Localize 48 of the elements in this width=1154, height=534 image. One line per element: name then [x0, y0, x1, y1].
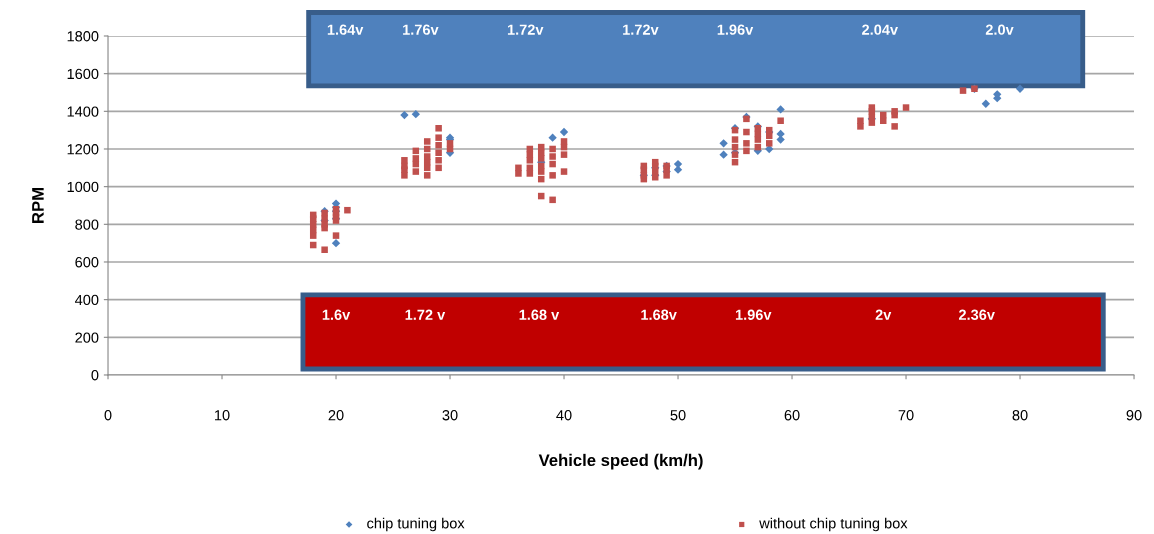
text: 1.96v: [717, 24, 754, 35]
x-tick-label: 30: [442, 410, 458, 421]
annotation: 1.72 v: [405, 309, 446, 320]
x-tick-label: 90: [1126, 410, 1142, 421]
y-tick-label: 1800: [67, 31, 99, 42]
x-tick-label: 60: [784, 410, 800, 421]
point: [548, 133, 557, 142]
point: [776, 105, 785, 114]
text: 2.0v: [985, 24, 1014, 35]
y-tick-label: 1200: [67, 144, 99, 155]
point: [1015, 84, 1025, 93]
y-axis-title: RPM: [32, 188, 44, 223]
annotation: 1.96v: [735, 309, 772, 320]
legend-label: without chip tuning box: [759, 517, 908, 532]
y-tick-label: 600: [75, 257, 99, 268]
x-tick-label: 0: [104, 410, 112, 421]
y-tick-label: 800: [75, 219, 99, 230]
point: [981, 99, 990, 108]
text: 1.72v: [507, 24, 544, 35]
point: [719, 150, 728, 159]
y-tick-label: 1600: [67, 68, 99, 80]
point: [411, 109, 420, 119]
x-tick-label: 80: [1012, 410, 1028, 421]
annotation: 1.6v: [322, 309, 351, 320]
annotation: 2.36v: [958, 309, 995, 320]
point: [400, 110, 409, 120]
text: 1.76v: [403, 24, 439, 35]
x-tick-label: 20: [328, 410, 344, 421]
point: [719, 139, 728, 148]
text: 1.72v: [623, 24, 659, 35]
x-tick-label: 40: [556, 410, 572, 421]
text: 1.64v: [327, 24, 364, 35]
y-tick-label: 200: [75, 332, 99, 343]
y-tick-label: 400: [74, 294, 99, 306]
x-tick-label: 10: [215, 410, 230, 421]
x-tick-label: 50: [670, 410, 686, 421]
point: [559, 127, 569, 137]
annotation: 1.68v: [641, 309, 677, 320]
y-tick-label: 1000: [67, 181, 99, 193]
annotation: 1.68 v: [519, 309, 560, 320]
y-tick-label: 1400: [67, 106, 99, 117]
x-tick-label: 70: [898, 410, 914, 421]
y-tick-label: 0: [91, 370, 99, 381]
x-axis-title: Vehicle speed (km/h): [538, 453, 703, 470]
annotation: 2v: [875, 309, 892, 320]
point: [331, 238, 341, 248]
text: 2.04v: [862, 24, 898, 35]
legend-label: chip tuning box: [367, 517, 465, 532]
